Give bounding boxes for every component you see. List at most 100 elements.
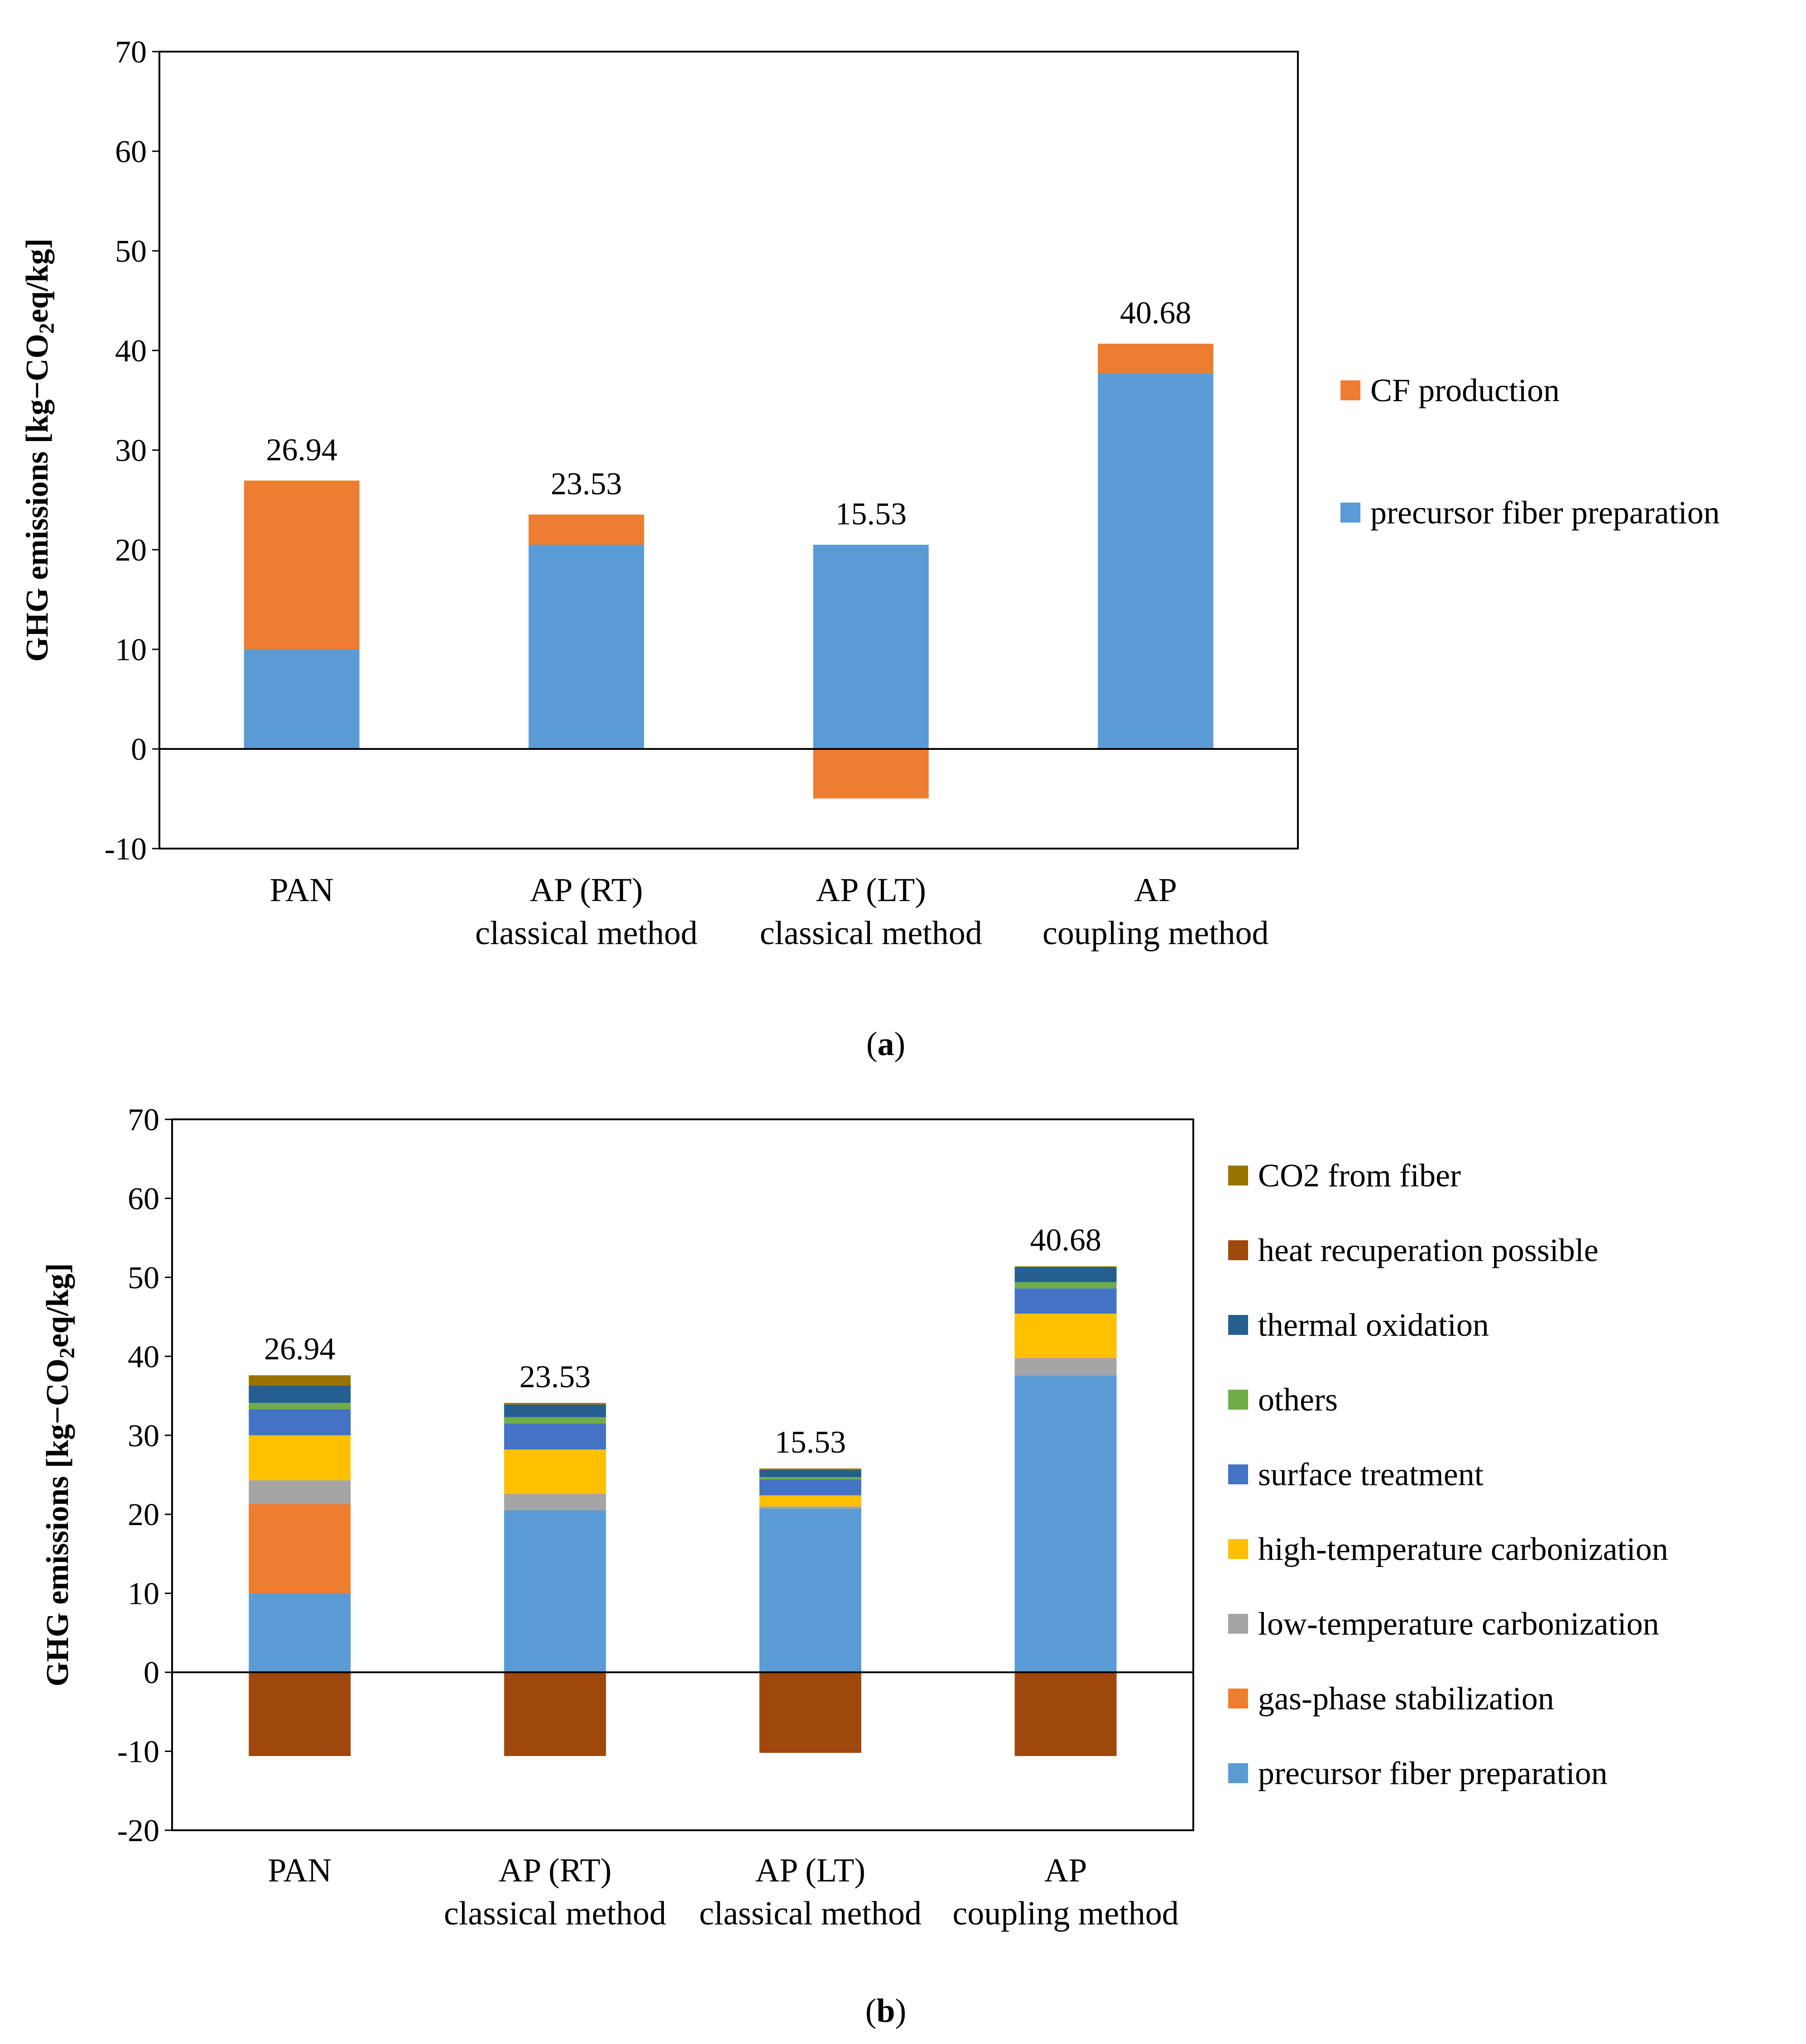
- bar-segment: [244, 649, 360, 749]
- legend-swatch: [1228, 1315, 1248, 1335]
- legend-label: high-temperature carbonization: [1258, 1531, 1668, 1567]
- y-tick-label: 60: [128, 1181, 159, 1216]
- x-tick-label: PAN: [270, 872, 334, 909]
- y-tick-label: 10: [115, 633, 147, 667]
- bar-segment: [759, 1506, 861, 1509]
- data-label: 15.53: [775, 1425, 846, 1460]
- bar-segment: [1014, 1314, 1117, 1358]
- bar-segment: [249, 1375, 351, 1386]
- y-axis-title: GHG emissions [kg−CO2eq/kg]: [40, 1263, 79, 1686]
- legend-swatch: [1228, 1614, 1248, 1634]
- legend-label: heat recuperation possible: [1258, 1232, 1599, 1268]
- bar-segment: [1014, 1266, 1117, 1267]
- legend-swatch: [1228, 1390, 1248, 1410]
- y-tick-label: 0: [131, 732, 147, 767]
- legend-label: CF production: [1370, 372, 1560, 408]
- bar-segment: [504, 1404, 606, 1417]
- x-tick-label: AP (RT) classical method: [444, 1852, 666, 1932]
- bar-segment: [528, 545, 644, 749]
- bar-segment: [249, 1435, 351, 1481]
- bar-segment: [504, 1493, 606, 1511]
- bar-segment: [759, 1509, 861, 1673]
- bar-segment: [1014, 1282, 1117, 1289]
- bar-segment: [759, 1495, 861, 1507]
- chart-b: -20 -10 0 10 20 30 40 50 60 70 26.94 23.53 15.53 40.6…: [40, 1103, 1668, 2030]
- x-tick-label: AP coupling method: [952, 1852, 1178, 1932]
- bar-segment: [249, 1504, 351, 1593]
- bar-segment: [504, 1672, 606, 1756]
- y-tick-label: 50: [128, 1261, 159, 1295]
- bar-segment: [504, 1510, 606, 1673]
- bar-segment: [244, 480, 360, 649]
- x-tick-label: AP (LT) classical method: [760, 872, 982, 952]
- bar-segment: [504, 1449, 606, 1494]
- y-tick-label: -10: [117, 1735, 159, 1770]
- bar-segment: [249, 1480, 351, 1504]
- bar-segment: [1098, 373, 1214, 749]
- bar-segment: [759, 1672, 861, 1753]
- legend-swatch: [1340, 503, 1360, 523]
- bar-segment: [759, 1468, 861, 1470]
- y-tick-label: 0: [144, 1655, 159, 1690]
- data-label: 40.68: [1030, 1223, 1101, 1257]
- caption: (a): [866, 1026, 905, 1063]
- legend-label: CO2 from fiber: [1258, 1157, 1461, 1194]
- bar-segment: [528, 514, 644, 545]
- bar-segment: [1014, 1288, 1117, 1314]
- x-tick-label: AP (LT) classical method: [699, 1852, 922, 1932]
- bar-segment: [759, 1470, 861, 1478]
- legend-swatch: [1228, 1166, 1248, 1185]
- bar-segment: [1014, 1672, 1117, 1756]
- bar-segment: [249, 1672, 351, 1756]
- legend-swatch: [1340, 380, 1360, 400]
- bar-segment: [1014, 1375, 1117, 1673]
- legend-label: thermal oxidation: [1258, 1307, 1489, 1343]
- y-tick-label: 30: [128, 1419, 159, 1454]
- bar-segment: [249, 1593, 351, 1673]
- bar-segment: [1098, 344, 1214, 374]
- data-label: 26.94: [266, 432, 338, 467]
- legend-label: surface treatment: [1258, 1456, 1484, 1492]
- data-label: 23.53: [551, 466, 622, 501]
- y-tick-label: 40: [115, 334, 147, 369]
- bar-segment: [504, 1403, 606, 1405]
- legend-label: precursor fiber preparation: [1370, 494, 1720, 531]
- plot-frame: [171, 1118, 1194, 1831]
- legend-swatch: [1228, 1240, 1248, 1260]
- data-label: 40.68: [1120, 296, 1191, 331]
- bar-segment: [759, 1479, 861, 1496]
- legend-swatch: [1228, 1763, 1248, 1783]
- bar-segment: [249, 1385, 351, 1403]
- y-tick-label: 70: [128, 1103, 159, 1137]
- bar-segment: [249, 1409, 351, 1435]
- x-tick-label: AP coupling method: [1042, 872, 1268, 952]
- y-tick-label: 20: [115, 533, 147, 568]
- bar-segment: [813, 749, 929, 799]
- data-label: 23.53: [519, 1359, 591, 1394]
- y-tick-label: 50: [115, 234, 147, 269]
- chart-a: -10 0 10 20 30 40 50 60 70 26.94 23.53 15.53 40.68 PA…: [20, 35, 1720, 1063]
- bar-segment: [759, 1477, 861, 1480]
- y-tick-label: 70: [115, 35, 147, 70]
- data-label: 26.94: [264, 1332, 336, 1367]
- legend-label: others: [1258, 1382, 1338, 1418]
- legend-swatch: [1228, 1464, 1248, 1484]
- legend-label: gas-phase stabilization: [1258, 1680, 1554, 1717]
- bar-segment: [813, 545, 929, 749]
- bar-segment: [504, 1417, 606, 1424]
- y-tick-label: -20: [117, 1814, 159, 1848]
- data-label: 15.53: [836, 497, 907, 532]
- y-tick-label: 60: [115, 134, 147, 169]
- legend-swatch: [1228, 1539, 1248, 1559]
- y-tick-label: 40: [128, 1339, 159, 1374]
- legend-label: low-temperature carbonization: [1258, 1606, 1659, 1642]
- y-tick-label: 30: [115, 433, 147, 468]
- x-tick-label: PAN: [268, 1852, 331, 1889]
- legend-label: precursor fiber preparation: [1258, 1755, 1608, 1791]
- bar-segment: [1014, 1358, 1117, 1376]
- y-axis-title: GHG emissions [kg−CO2eq/kg]: [20, 238, 59, 662]
- caption: (b): [865, 1992, 906, 2030]
- y-tick-label: 20: [128, 1497, 159, 1532]
- legend-swatch: [1228, 1689, 1248, 1708]
- y-tick-label: -10: [105, 832, 147, 867]
